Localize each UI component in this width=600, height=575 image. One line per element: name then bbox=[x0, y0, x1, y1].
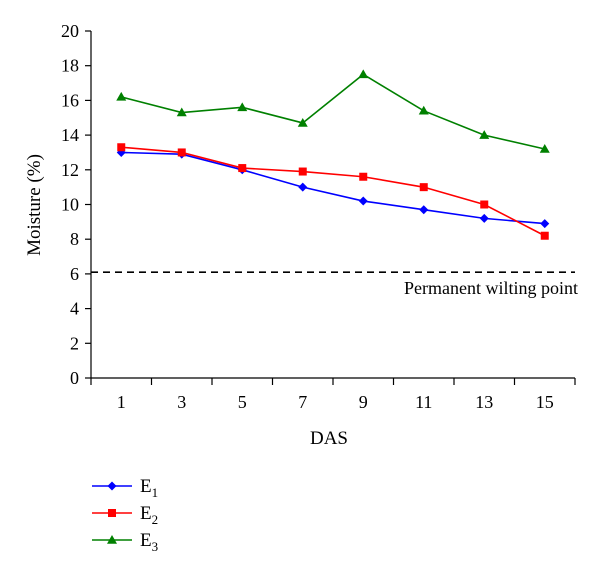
x-tick-label: 13 bbox=[475, 392, 493, 412]
data-point bbox=[116, 91, 127, 101]
x-tick-label: 3 bbox=[177, 392, 186, 412]
y-axis: 0 2 4 6 8 10 12 14 16 18 20 bbox=[61, 21, 92, 388]
x-tick-label: 1 bbox=[117, 392, 126, 412]
x-tick-label: 5 bbox=[238, 392, 247, 412]
y-tick-label: 14 bbox=[61, 125, 79, 145]
legend-label: E1 bbox=[140, 476, 158, 500]
legend-label: E2 bbox=[140, 503, 158, 527]
y-tick-label: 20 bbox=[61, 21, 79, 41]
data-point bbox=[479, 130, 490, 139]
x-tick-label: 11 bbox=[415, 392, 432, 412]
data-point bbox=[117, 143, 126, 152]
data-point bbox=[418, 105, 429, 115]
data-point bbox=[480, 200, 489, 209]
series-line bbox=[121, 73, 545, 150]
legend: E1 E2 E3 bbox=[92, 476, 158, 554]
data-point bbox=[298, 182, 308, 192]
series-1 bbox=[116, 147, 550, 229]
series-2 bbox=[117, 143, 549, 240]
series-line bbox=[121, 151, 545, 225]
data-point bbox=[540, 219, 550, 229]
y-tick-label: 8 bbox=[70, 229, 79, 249]
y-axis-title: Moisture (%) bbox=[24, 154, 45, 256]
data-point bbox=[237, 102, 248, 112]
legend-marker bbox=[107, 535, 117, 544]
data-point bbox=[298, 167, 307, 176]
data-point bbox=[419, 205, 429, 215]
legend-item: E2 bbox=[92, 503, 158, 527]
y-tick-label: 12 bbox=[61, 160, 79, 180]
data-point bbox=[419, 183, 428, 192]
y-tick-label: 2 bbox=[70, 333, 79, 353]
y-tick-label: 16 bbox=[61, 90, 79, 110]
y-tick-label: 4 bbox=[70, 299, 79, 319]
x-tick-label: 7 bbox=[298, 392, 307, 412]
series-line bbox=[121, 146, 546, 237]
reference-line-group: Permanent wilting point bbox=[91, 271, 578, 298]
data-point bbox=[540, 231, 549, 240]
x-axis-title: DAS bbox=[310, 428, 348, 449]
data-point bbox=[238, 164, 247, 173]
data-point bbox=[359, 172, 368, 181]
y-tick-label: 10 bbox=[61, 195, 79, 215]
x-tick-label: 15 bbox=[536, 392, 554, 412]
x-tick-label: 9 bbox=[359, 392, 368, 412]
data-point bbox=[176, 107, 187, 117]
legend-marker bbox=[108, 509, 116, 517]
legend-label: E3 bbox=[140, 530, 158, 554]
data-point bbox=[177, 148, 186, 157]
series-3 bbox=[116, 69, 550, 153]
x-axis: 1 3 5 7 9 11 13 15 bbox=[90, 377, 576, 412]
y-tick-label: 18 bbox=[61, 56, 79, 76]
data-point bbox=[479, 213, 489, 223]
y-tick-label: 0 bbox=[70, 368, 79, 388]
data-point bbox=[297, 117, 308, 127]
y-tick-label: 6 bbox=[70, 264, 79, 284]
series-group bbox=[116, 69, 550, 240]
data-point bbox=[539, 143, 550, 153]
reference-line-label: Permanent wilting point bbox=[404, 278, 578, 298]
data-point bbox=[358, 69, 369, 79]
legend-item: E1 bbox=[92, 476, 158, 500]
legend-marker bbox=[107, 481, 117, 491]
data-point bbox=[358, 196, 368, 206]
legend-item: E3 bbox=[92, 530, 158, 554]
